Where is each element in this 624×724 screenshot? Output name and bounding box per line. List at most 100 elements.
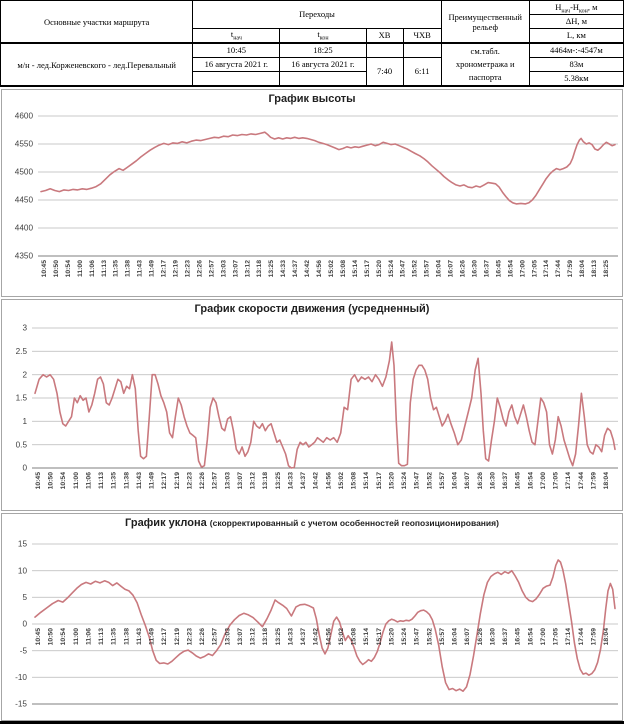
svg-text:12:23: 12:23 <box>187 472 194 490</box>
svg-text:13:07: 13:07 <box>237 628 244 646</box>
svg-text:4550: 4550 <box>15 140 34 149</box>
svg-text:15:17: 15:17 <box>364 260 371 278</box>
svg-text:17:59: 17:59 <box>567 260 574 278</box>
svg-text:15:47: 15:47 <box>400 260 407 278</box>
svg-text:12:19: 12:19 <box>173 260 180 278</box>
svg-text:17:00: 17:00 <box>540 472 547 490</box>
svg-text:15:47: 15:47 <box>414 628 421 646</box>
t-start-cell: 10:45 16 августа 2021 г. <box>192 42 281 87</box>
svg-text:18:04: 18:04 <box>603 472 610 490</box>
svg-text:18:13: 18:13 <box>591 260 598 278</box>
svg-text:4500: 4500 <box>15 168 34 177</box>
svg-text:-10: -10 <box>15 673 27 682</box>
t-end-cell: 18:25 16 августа 2021 г. <box>279 42 367 87</box>
svg-text:16:54: 16:54 <box>527 472 534 490</box>
svg-text:17:14: 17:14 <box>565 472 572 490</box>
svg-text:12:26: 12:26 <box>199 628 206 646</box>
altitude-cell: 4464м-:-4547м 83м 5.38км <box>528 42 624 87</box>
svg-text:15:57: 15:57 <box>424 260 431 278</box>
svg-text:15:14: 15:14 <box>363 628 370 646</box>
svg-text:10: 10 <box>18 566 28 575</box>
svg-text:15:24: 15:24 <box>401 628 408 646</box>
svg-text:17:05: 17:05 <box>553 628 560 646</box>
svg-text:11:38: 11:38 <box>123 628 130 645</box>
svg-text:15:20: 15:20 <box>388 472 395 490</box>
svg-text:17:44: 17:44 <box>578 628 585 646</box>
svg-text:15:17: 15:17 <box>376 628 383 646</box>
svg-text:16:37: 16:37 <box>502 628 509 646</box>
svg-text:15:52: 15:52 <box>426 628 433 646</box>
svg-text:15:14: 15:14 <box>363 472 370 490</box>
svg-text:14:56: 14:56 <box>316 260 323 278</box>
svg-text:16:26: 16:26 <box>477 472 484 490</box>
svg-text:15:17: 15:17 <box>376 472 383 490</box>
svg-text:11:06: 11:06 <box>86 472 93 489</box>
route-sections-header: Основные участки маршрута <box>0 0 194 44</box>
svg-text:13:03: 13:03 <box>224 472 231 490</box>
route-cell: м/н - лед.Корженевского - лед.Перевальны… <box>0 42 194 87</box>
svg-text:15:08: 15:08 <box>340 260 347 278</box>
svg-text:16:04: 16:04 <box>436 260 443 278</box>
svg-text:11:00: 11:00 <box>73 472 80 489</box>
svg-text:15:08: 15:08 <box>351 628 358 646</box>
svg-text:15:08: 15:08 <box>351 472 358 490</box>
svg-text:13:25: 13:25 <box>275 472 282 490</box>
svg-text:15:24: 15:24 <box>401 472 408 490</box>
svg-text:1: 1 <box>22 417 27 426</box>
svg-text:15:02: 15:02 <box>328 260 335 278</box>
svg-text:11:43: 11:43 <box>136 628 143 645</box>
svg-text:13:25: 13:25 <box>275 628 282 646</box>
svg-text:0.5: 0.5 <box>16 440 28 449</box>
svg-text:16:26: 16:26 <box>460 260 467 278</box>
elevation-chart: 4600 4550 4500 4450 4400 4350 10:45 10:50 10:54 1… <box>1 89 623 297</box>
svg-text:4350: 4350 <box>15 252 34 261</box>
svg-text:13:18: 13:18 <box>262 628 269 646</box>
svg-text:14:42: 14:42 <box>313 472 320 490</box>
svg-text:17:14: 17:14 <box>565 628 572 646</box>
svg-text:17:59: 17:59 <box>590 628 597 646</box>
svg-text:12:17: 12:17 <box>161 472 168 490</box>
svg-text:17:44: 17:44 <box>578 472 585 490</box>
svg-text:16:30: 16:30 <box>489 628 496 646</box>
svg-text:12:23: 12:23 <box>187 628 194 646</box>
svg-text:1.5: 1.5 <box>16 394 28 403</box>
chv-cell: 6:11 <box>402 42 442 87</box>
svg-text:16:45: 16:45 <box>495 260 502 278</box>
svg-text:17:05: 17:05 <box>531 260 538 278</box>
svg-text:11:49: 11:49 <box>149 628 156 645</box>
svg-text:11:43: 11:43 <box>137 260 144 277</box>
svg-text:10:54: 10:54 <box>60 472 67 490</box>
svg-text:13:03: 13:03 <box>224 628 231 646</box>
hv-cell: 7:40 <box>365 42 404 87</box>
hv-header: ХВ <box>365 27 404 44</box>
svg-text:14:33: 14:33 <box>280 260 287 278</box>
svg-text:14:56: 14:56 <box>325 472 332 490</box>
svg-text:11:43: 11:43 <box>136 472 143 489</box>
altitude-header: Hнач-Hкон, м ΔH, м L, км <box>528 0 624 44</box>
svg-text:13:12: 13:12 <box>244 260 251 278</box>
svg-text:14:37: 14:37 <box>292 260 299 278</box>
svg-text:13:12: 13:12 <box>250 628 257 646</box>
svg-text:17:14: 17:14 <box>543 260 550 278</box>
slope-chart-subtitle: (скорректированный с учетом особенностей… <box>209 518 499 528</box>
svg-text:13:07: 13:07 <box>237 472 244 490</box>
slope-chart-title: График уклона (скорректированный с учето… <box>125 517 499 529</box>
svg-text:11:38: 11:38 <box>123 472 130 489</box>
svg-text:15:24: 15:24 <box>388 260 395 278</box>
svg-text:16:30: 16:30 <box>489 472 496 490</box>
svg-text:13:03: 13:03 <box>220 260 227 278</box>
transitions-header: Переходы <box>192 0 442 29</box>
svg-text:17:59: 17:59 <box>590 472 597 490</box>
svg-text:11:06: 11:06 <box>89 260 96 277</box>
svg-text:12:57: 12:57 <box>212 628 219 646</box>
svg-text:12:19: 12:19 <box>174 628 181 646</box>
svg-text:16:37: 16:37 <box>502 472 509 490</box>
svg-text:10:54: 10:54 <box>65 260 72 278</box>
chv-header: ЧХВ <box>402 27 442 44</box>
svg-text:15:14: 15:14 <box>352 260 359 278</box>
svg-text:16:07: 16:07 <box>464 628 471 646</box>
svg-text:18:04: 18:04 <box>603 628 610 646</box>
svg-text:12:19: 12:19 <box>174 472 181 490</box>
svg-text:15:57: 15:57 <box>439 472 446 490</box>
